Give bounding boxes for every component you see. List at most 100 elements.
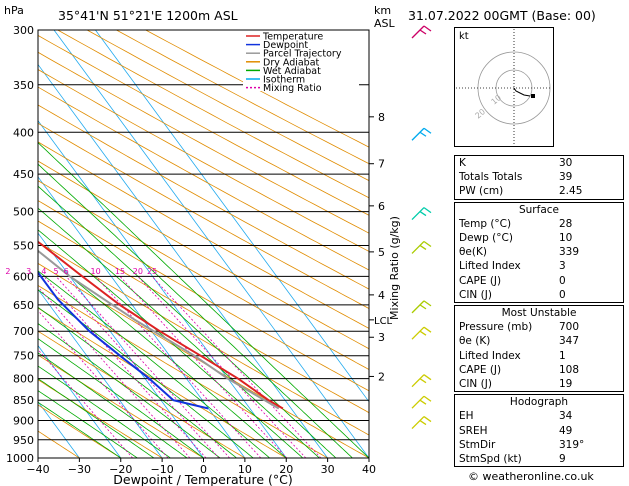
wind-barb-staff <box>411 395 425 409</box>
wind-barb-flag <box>423 374 432 381</box>
profile-series <box>38 240 284 410</box>
wet-adiabat-line <box>38 207 320 458</box>
pressure-tick-label: 700 <box>13 325 34 338</box>
mixing-ratio-label: 4 <box>41 267 46 276</box>
dry-adiabat-line <box>38 34 369 216</box>
pressure-tick-label: 650 <box>13 299 34 312</box>
dry-adiabat-line <box>38 284 328 458</box>
wind-barb-flag <box>419 330 427 336</box>
mixing-ratio-line <box>65 276 230 458</box>
legend-entry: Dewpoint <box>263 40 308 51</box>
legend-entry: Dry Adiabat <box>263 57 320 68</box>
wet-adiabat-line <box>38 163 353 458</box>
dry-adiabat-line <box>38 220 369 414</box>
surface-title: Surface <box>518 203 559 216</box>
legend-entry: Mixing Ratio <box>263 83 322 94</box>
wind-barb-flag <box>419 304 427 310</box>
stats-panel: K 30 Totals Totals 39 PW (cm) 2.45 Surface … <box>454 155 624 469</box>
mixing-ratio-line <box>55 276 220 458</box>
wind-barb-flag <box>419 29 427 35</box>
x-tick-label: −30 <box>68 463 91 476</box>
date-title: 31.07.2022 00GMT (Base: 00) <box>408 8 596 23</box>
dry-adiabat-line <box>38 69 369 252</box>
index-row: Totals Totals 39 <box>459 171 573 184</box>
surface-row: CIN (J) 0 <box>459 288 566 301</box>
pressure-tick-label: 350 <box>13 79 34 92</box>
x-tick-label: −10 <box>151 463 174 476</box>
mixing-ratio-label: 25 <box>147 267 157 276</box>
km-unit: km <box>374 4 391 17</box>
dry-adiabat-line <box>38 354 204 458</box>
wind-barb-flag <box>419 211 427 217</box>
wind-barb <box>411 207 432 221</box>
indices-box: K 30 Totals Totals 39 PW (cm) 2.45 <box>454 155 624 200</box>
hodograph-row: StmSpd (kt) 9 <box>459 453 566 466</box>
unstable-row: Pressure (mb) 700 <box>459 321 580 334</box>
mixing-ratio-axis-label: Mixing Ratio (g/kg) <box>388 216 401 320</box>
km-tick-label: 6 <box>378 200 385 213</box>
unstable-row: CAPE (J) 108 <box>459 363 580 376</box>
wind-barb-flag <box>423 395 432 402</box>
mixing-ratio-label: 15 <box>115 267 125 276</box>
isotherm-line <box>38 120 287 458</box>
wind-barb-staff <box>411 25 425 39</box>
pressure-tick-label: 300 <box>13 24 34 37</box>
surface-row: Dewp (°C) 10 <box>459 232 573 245</box>
surface-row: CAPE (J) 0 <box>459 274 566 287</box>
wet-adiabat-line <box>38 306 237 458</box>
hodograph-unit: kt <box>459 31 469 42</box>
dry-adiabat-line <box>38 307 287 458</box>
wind-barb <box>411 374 432 388</box>
surface-box: Surface Temp (°C) 28 Dewp (°C) 10 θe(K) 339… <box>454 201 624 304</box>
wind-barb-flag <box>419 378 427 384</box>
wet-adiabat-line <box>38 323 221 458</box>
surface-row: θe(K) 339 <box>459 246 580 259</box>
mixing-ratio-label: 2 <box>5 267 10 276</box>
legend-entry: Temperature <box>262 32 323 43</box>
isotherm-line <box>38 288 163 458</box>
dry-adiabat-line <box>38 86 369 271</box>
unstable-row: Lifted Index 1 <box>459 349 566 362</box>
mixing-ratio-line <box>38 286 191 458</box>
background-lines <box>38 30 369 458</box>
pressure-tick-label: 500 <box>13 206 34 219</box>
wind-barb-staff <box>411 326 425 340</box>
hodograph-title: Hodograph <box>509 396 569 409</box>
wind-barbs <box>411 25 432 430</box>
dry-adiabat-line <box>38 51 369 234</box>
wind-barb-flag <box>419 399 427 405</box>
km-tick-label: 5 <box>378 246 385 259</box>
km-tick-label: 7 <box>378 158 385 171</box>
legend-entry: Parcel Trajectory <box>263 49 342 60</box>
dry-adiabat-line <box>145 30 369 148</box>
dry-adiabat-line <box>38 404 122 458</box>
mixing-ratio-label: 20 <box>133 267 143 276</box>
index-row: PW (cm) 2.45 <box>459 185 583 198</box>
wet-adiabat-line <box>38 352 188 458</box>
wind-barb-flag <box>423 240 432 248</box>
mixing-ratio-line <box>119 276 288 458</box>
x-tick-label: 0 <box>200 463 207 476</box>
wet-adiabat-line <box>38 338 204 458</box>
x-axis-label: Dewpoint / Temperature (°C) <box>113 472 292 486</box>
series-dewpoint <box>38 270 209 410</box>
wind-barb <box>411 240 432 254</box>
mixing-ratio-line <box>43 276 207 458</box>
mixing-ratio-label: 3 <box>26 267 31 276</box>
km-tick-label: 8 <box>378 111 385 124</box>
wind-barb <box>411 416 432 430</box>
wind-barb-staff <box>411 207 425 221</box>
wind-barb-flag <box>423 300 432 307</box>
location-title: 35°41'N 51°21'E 1200m ASL <box>58 8 238 23</box>
hodograph-frame <box>454 27 554 147</box>
wind-barb-flag <box>419 420 427 426</box>
dry-adiabat-line <box>116 30 369 165</box>
wind-barb-flag <box>419 131 427 137</box>
unstable-row: CIN (J) 19 <box>459 378 573 391</box>
index-row: K 30 <box>459 157 573 169</box>
wind-barb-staff <box>411 416 425 430</box>
legend-entry: Isotherm <box>263 75 305 86</box>
isotherm-line <box>95 30 369 403</box>
y-axis-unit: hPa <box>4 4 24 17</box>
hodograph-box: Hodograph EH 34 SREH 49 StmDir 319° StmSpd … <box>454 394 624 468</box>
